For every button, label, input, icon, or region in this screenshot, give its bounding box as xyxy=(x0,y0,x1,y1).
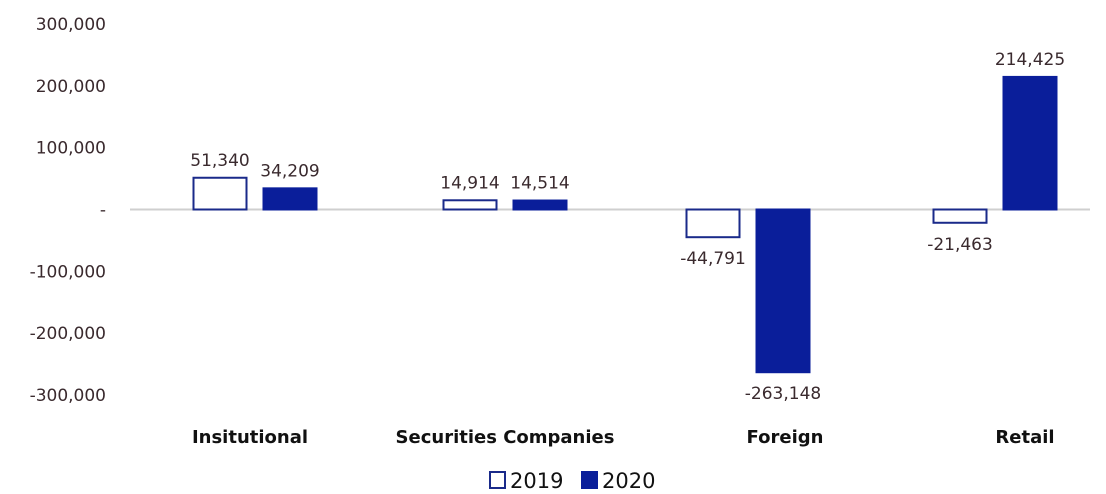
category-label: Securities Companies xyxy=(396,427,615,448)
bar-2020-retail xyxy=(1002,75,1058,211)
x-axis-categories: Insitutional Securities Companies Foreign R… xyxy=(192,427,1055,448)
data-label-2019-2: -44,791 xyxy=(680,249,746,269)
data-label-2020-2: -263,148 xyxy=(745,384,821,404)
legend-label-2020: 2020 xyxy=(602,469,655,493)
data-label-2019-0: 51,340 xyxy=(190,151,249,171)
y-tick-label: 100,000 xyxy=(36,139,106,159)
bar-2019-foreign xyxy=(685,208,741,239)
legend: 2019 2020 xyxy=(489,469,655,493)
data-label-2020-3: 214,425 xyxy=(995,50,1065,70)
y-tick-label: 200,000 xyxy=(36,77,106,97)
legend-label-2019: 2019 xyxy=(510,469,563,493)
bar-2019-insitutional xyxy=(192,176,248,211)
y-tick-label: -100,000 xyxy=(30,262,106,282)
y-tick-label: - xyxy=(100,201,106,221)
bar-2020-securities-companies xyxy=(512,199,568,211)
category-label: Retail xyxy=(995,427,1054,448)
bar-2019-securities-companies xyxy=(442,199,498,211)
y-tick-label: -200,000 xyxy=(30,324,106,344)
data-label-2019-1: 14,914 xyxy=(440,173,499,193)
data-labels: 51,340 34,209 14,914 14,514 -44,791 -263,148 -… xyxy=(190,50,1065,404)
y-tick-label: -300,000 xyxy=(30,386,106,406)
bar-2019-retail xyxy=(932,208,988,224)
y-tick-label: 300,000 xyxy=(36,15,106,35)
data-label-2019-3: -21,463 xyxy=(927,235,993,255)
legend-swatch-2020 xyxy=(581,471,598,489)
bar-2020-foreign xyxy=(755,208,811,374)
legend-swatch-2019 xyxy=(489,471,506,489)
data-label-2020-1: 14,514 xyxy=(510,174,569,194)
bar-2020-insitutional xyxy=(262,187,318,211)
category-label: Foreign xyxy=(747,427,824,448)
category-label: Insitutional xyxy=(192,427,308,448)
y-axis: 300,000 200,000 100,000 - -100,000 -200,000 -3… xyxy=(30,15,106,406)
data-label-2020-0: 34,209 xyxy=(260,161,319,181)
bars xyxy=(192,75,1058,374)
